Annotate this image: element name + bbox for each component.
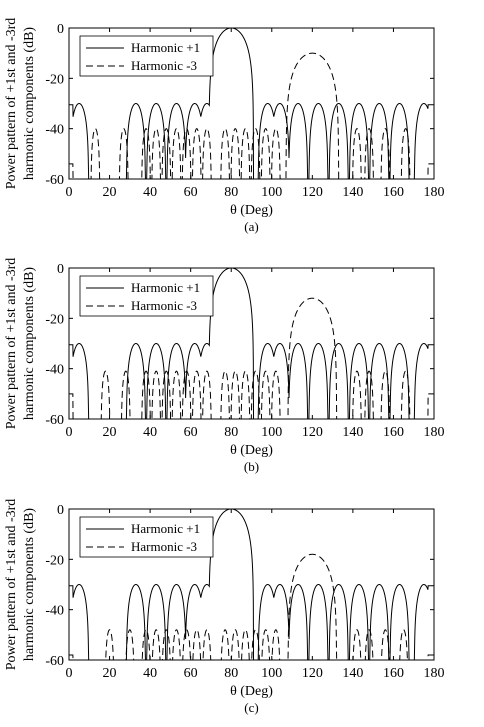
legend-label-harmonic-plus1: Harmonic +1 xyxy=(131,280,200,295)
chart-panel-c: 0 20 40 60 80 100 120 140 160 180 0 -20 -40 -60 Harm… xyxy=(4,499,445,715)
axis-ticks xyxy=(68,508,435,661)
x-axis-label: θ (Deg) xyxy=(230,443,273,458)
legend: Harmonic +1 Harmonic -3 xyxy=(79,35,214,77)
x-tick-label: 100 xyxy=(261,425,282,440)
x-tick-label: 180 xyxy=(424,185,445,200)
series-line-harmonic-plus1 xyxy=(69,27,434,180)
y-axis-label-line2: harmonic components (dB) xyxy=(22,508,37,662)
x-tick-label: 0 xyxy=(66,666,73,681)
plot-frame xyxy=(68,267,435,420)
x-tick-label: 60 xyxy=(184,185,198,200)
x-tick-label: 120 xyxy=(302,185,323,200)
x-tick-label: 40 xyxy=(143,425,157,440)
x-tick-label: 120 xyxy=(302,425,323,440)
x-tick-label: 20 xyxy=(103,425,117,440)
x-tick-label: 160 xyxy=(383,425,404,440)
x-tick-label: 100 xyxy=(261,666,282,681)
y-tick-label: 0 xyxy=(57,503,64,518)
x-tick-label: 180 xyxy=(424,666,445,681)
legend: Harmonic +1 Harmonic -3 xyxy=(79,275,214,317)
panel-caption: (c) xyxy=(244,700,258,715)
plot-curves xyxy=(69,508,434,661)
y-axis-label-line1: Power pattern of +1st and -3rd xyxy=(4,499,19,671)
x-tick-label: 160 xyxy=(383,185,404,200)
y-tick-label: -60 xyxy=(45,654,64,669)
x-tick-labels: 0 20 40 60 80 100 120 140 160 180 xyxy=(66,425,445,440)
x-tick-label: 20 xyxy=(103,666,117,681)
series-line-harmonic-plus1 xyxy=(69,508,434,661)
chart-panel-b: 0 20 40 60 80 100 120 140 160 180 0 -20 -40 -60 Harm… xyxy=(4,258,445,474)
x-tick-label: 80 xyxy=(224,185,238,200)
panel-caption: (b) xyxy=(244,459,259,474)
series-line-harmonic-plus1 xyxy=(69,267,434,420)
y-tick-label: 0 xyxy=(57,262,64,277)
y-tick-label: -20 xyxy=(45,72,64,87)
legend-box xyxy=(79,275,214,317)
legend-label-harmonic-minus3: Harmonic -3 xyxy=(131,58,197,73)
plot-curves xyxy=(69,267,434,420)
y-axis-label-line2: harmonic components (dB) xyxy=(22,27,37,181)
y-axis-label-line1: Power pattern of +1st and -3rd xyxy=(4,258,19,430)
x-tick-label: 140 xyxy=(342,425,363,440)
y-tick-labels: 0 -20 -40 -60 xyxy=(45,22,64,188)
series-line-harmonic-minus3 xyxy=(69,297,434,420)
plot-frame xyxy=(68,508,435,661)
axis-ticks xyxy=(68,27,435,180)
x-tick-label: 100 xyxy=(261,185,282,200)
legend-label-harmonic-minus3: Harmonic -3 xyxy=(131,298,197,313)
x-tick-labels: 0 20 40 60 80 100 120 140 160 180 xyxy=(66,666,445,681)
legend-box xyxy=(79,516,214,558)
y-tick-label: -20 xyxy=(45,553,64,568)
x-tick-label: 160 xyxy=(383,666,404,681)
y-tick-label: -40 xyxy=(45,604,64,619)
x-tick-label: 60 xyxy=(184,666,198,681)
axis-ticks xyxy=(68,267,435,420)
plot-frame xyxy=(68,27,435,180)
x-tick-label: 40 xyxy=(143,666,157,681)
y-tick-label: -60 xyxy=(45,173,64,188)
series-line-harmonic-minus3 xyxy=(69,553,434,661)
x-tick-label: 80 xyxy=(224,425,238,440)
y-tick-label: -40 xyxy=(45,123,64,138)
y-tick-label: -60 xyxy=(45,413,64,428)
y-tick-label: -20 xyxy=(45,312,64,327)
chart-panel-a: 0 20 40 60 80 100 120 140 160 180 0 -20 -40 -60 Harm… xyxy=(4,18,445,234)
y-tick-labels: 0 -20 -40 -60 xyxy=(45,262,64,428)
x-tick-label: 0 xyxy=(66,185,73,200)
x-tick-label: 120 xyxy=(302,666,323,681)
x-axis-label: θ (Deg) xyxy=(230,684,273,699)
legend-label-harmonic-plus1: Harmonic +1 xyxy=(131,521,200,536)
plot-curves xyxy=(69,27,434,180)
legend-label-harmonic-plus1: Harmonic +1 xyxy=(131,40,200,55)
y-tick-label: 0 xyxy=(57,22,64,37)
x-tick-label: 0 xyxy=(66,425,73,440)
x-tick-label: 180 xyxy=(424,425,445,440)
x-tick-label: 40 xyxy=(143,185,157,200)
x-tick-label: 20 xyxy=(103,185,117,200)
x-tick-labels: 0 20 40 60 80 100 120 140 160 180 xyxy=(66,185,445,200)
x-tick-label: 140 xyxy=(342,185,363,200)
legend-label-harmonic-minus3: Harmonic -3 xyxy=(131,539,197,554)
y-axis-label-line1: Power pattern of +1st and -3rd xyxy=(4,18,19,190)
x-axis-label: θ (Deg) xyxy=(230,203,273,218)
y-tick-label: -40 xyxy=(45,363,64,378)
y-tick-labels: 0 -20 -40 -60 xyxy=(45,503,64,669)
legend-box xyxy=(79,35,214,77)
x-tick-label: 60 xyxy=(184,425,198,440)
series-line-harmonic-minus3 xyxy=(69,52,434,180)
x-tick-label: 140 xyxy=(342,666,363,681)
panel-caption: (a) xyxy=(244,219,258,234)
y-axis-label-line2: harmonic components (dB) xyxy=(22,267,37,421)
legend: Harmonic +1 Harmonic -3 xyxy=(79,516,214,558)
x-tick-label: 80 xyxy=(224,666,238,681)
